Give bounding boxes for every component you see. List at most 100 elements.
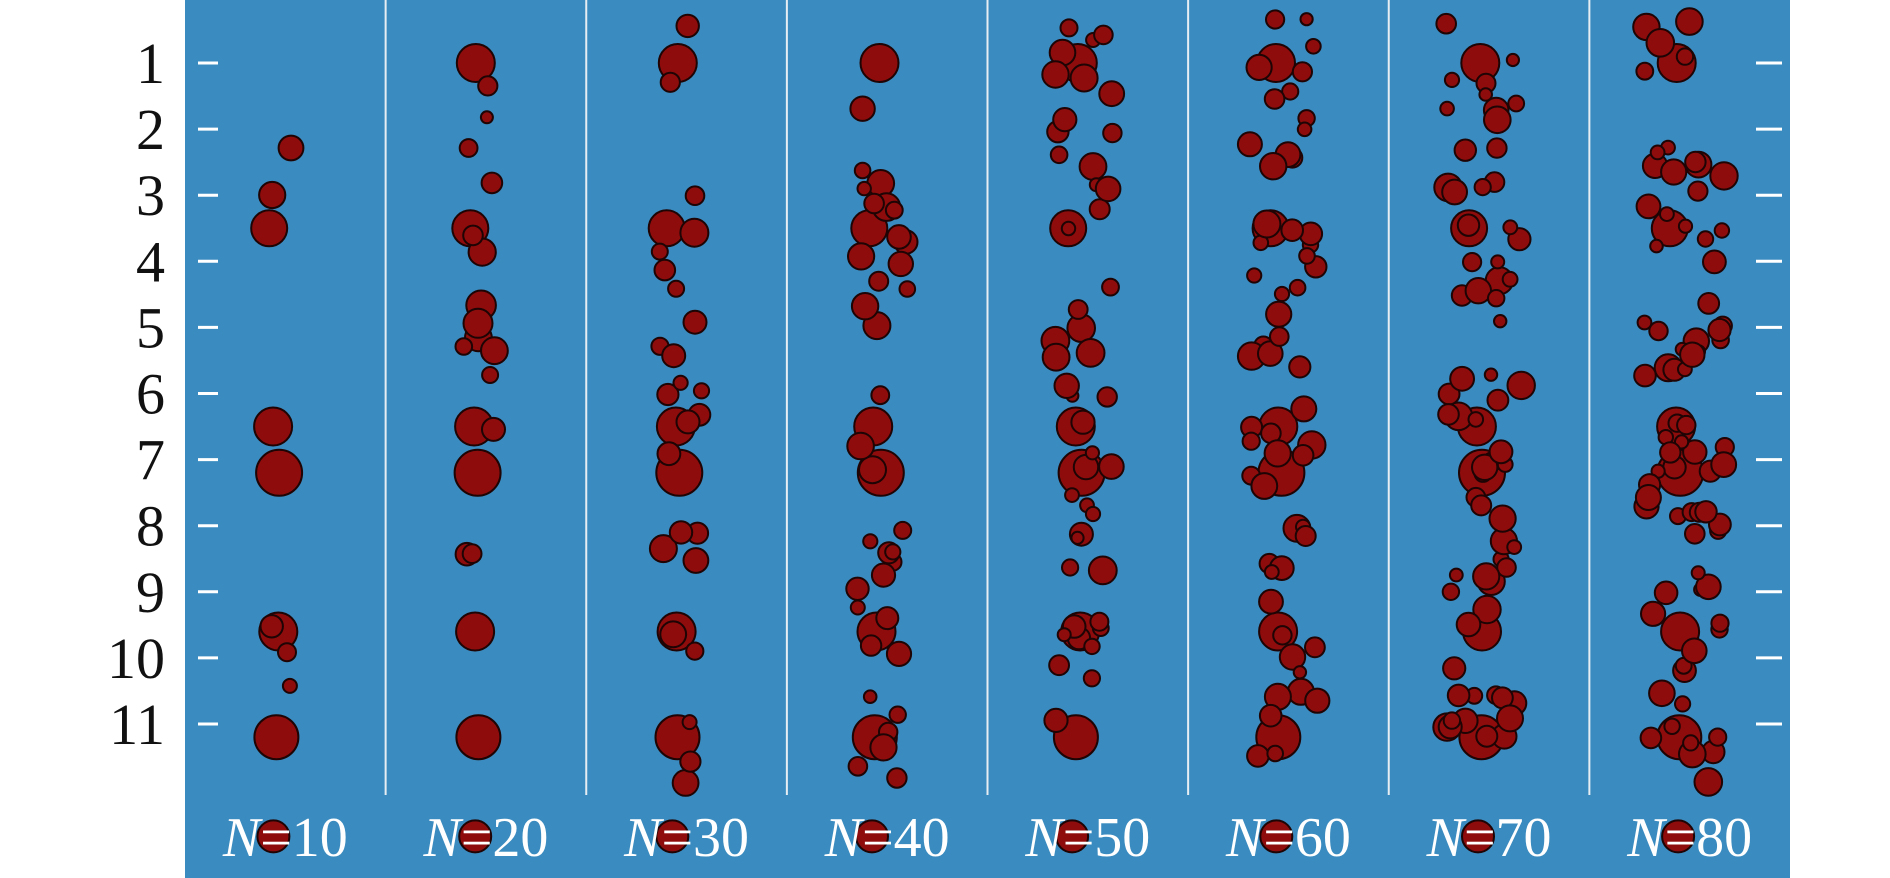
panel-label-value: 80 xyxy=(1696,807,1752,869)
particle xyxy=(1645,28,1676,58)
particle xyxy=(1266,744,1284,763)
panel-label-eq: = xyxy=(1063,807,1095,869)
panel-label-value: 30 xyxy=(693,807,749,869)
particle xyxy=(1441,582,1461,601)
particle xyxy=(1660,158,1688,186)
particle xyxy=(255,448,304,497)
row-number: 11 xyxy=(109,692,165,757)
particle xyxy=(477,75,499,97)
particle xyxy=(1502,219,1519,236)
particle xyxy=(480,336,509,366)
particle xyxy=(856,180,872,197)
row-ticks xyxy=(198,61,1782,726)
particle xyxy=(653,258,677,282)
particle xyxy=(692,382,711,400)
particle xyxy=(1472,562,1501,591)
particle xyxy=(859,634,883,657)
particle xyxy=(1661,819,1696,854)
particle xyxy=(1041,342,1071,372)
particle xyxy=(863,192,885,215)
particle xyxy=(1687,180,1709,202)
particle xyxy=(1506,539,1523,555)
particle xyxy=(675,13,700,39)
particle xyxy=(1258,703,1283,728)
particle xyxy=(250,209,289,248)
particle xyxy=(1659,206,1675,223)
particle xyxy=(1682,439,1708,465)
panel-label: N=60 xyxy=(1225,807,1351,869)
particle xyxy=(1695,573,1722,601)
particle xyxy=(888,705,907,724)
particle xyxy=(1087,555,1118,586)
panel-label-value: 40 xyxy=(894,807,950,869)
particle xyxy=(1682,734,1700,752)
panel-label: N=30 xyxy=(623,807,749,869)
particle xyxy=(1693,767,1724,797)
panel-label-symbol: N xyxy=(1426,807,1467,869)
particle xyxy=(1674,695,1692,713)
particle xyxy=(1250,472,1279,500)
particle xyxy=(458,138,479,158)
particle xyxy=(1269,326,1290,347)
particle xyxy=(480,171,504,195)
panel-label-eq: = xyxy=(461,807,493,869)
particle xyxy=(870,385,891,406)
particle xyxy=(1437,403,1460,426)
particle xyxy=(1052,107,1078,133)
particle xyxy=(1263,564,1280,580)
row-number: 3 xyxy=(136,163,165,228)
particle xyxy=(672,374,689,391)
particle xyxy=(1272,625,1293,646)
particle xyxy=(1059,18,1079,38)
particle xyxy=(648,534,678,564)
particle xyxy=(259,614,284,639)
particle xyxy=(1083,637,1101,656)
particle xyxy=(675,409,701,435)
particle xyxy=(1675,7,1704,36)
particle xyxy=(1288,278,1307,297)
row-number: 9 xyxy=(136,560,165,625)
particle xyxy=(1305,38,1322,55)
panel-label: N=10 xyxy=(222,807,348,869)
panel-label-symbol: N xyxy=(824,807,865,869)
panel-label-value: 10 xyxy=(292,807,348,869)
particle xyxy=(281,677,298,694)
particle xyxy=(655,819,690,854)
particle xyxy=(454,337,474,356)
particle xyxy=(1462,252,1483,273)
particle xyxy=(869,733,898,762)
particle xyxy=(1707,317,1732,343)
particle xyxy=(846,431,875,461)
particle xyxy=(1089,611,1110,632)
particle xyxy=(1702,249,1727,275)
particle xyxy=(1041,60,1070,89)
particle xyxy=(893,520,913,540)
particle xyxy=(884,200,904,220)
particle xyxy=(1635,193,1662,220)
particle xyxy=(1291,444,1315,467)
row-number: 7 xyxy=(136,428,165,493)
particle xyxy=(1043,707,1069,734)
particle xyxy=(868,270,890,292)
particle xyxy=(1441,178,1468,206)
particle xyxy=(1084,445,1101,461)
particle xyxy=(1676,414,1697,436)
particle xyxy=(679,750,702,773)
particle xyxy=(1488,504,1517,533)
particle xyxy=(1082,669,1102,688)
particle xyxy=(1493,314,1508,329)
particle xyxy=(849,599,866,616)
particle xyxy=(479,110,494,125)
particle xyxy=(1304,687,1331,714)
particle xyxy=(849,95,876,122)
panel-label: N=70 xyxy=(1426,807,1552,869)
particle xyxy=(1483,367,1499,382)
particle xyxy=(682,547,710,574)
particle xyxy=(1067,299,1089,320)
particle xyxy=(1507,94,1526,113)
panel-label: N=80 xyxy=(1626,807,1752,869)
particle xyxy=(1690,565,1706,581)
particle xyxy=(898,280,917,298)
particle xyxy=(1710,451,1738,479)
